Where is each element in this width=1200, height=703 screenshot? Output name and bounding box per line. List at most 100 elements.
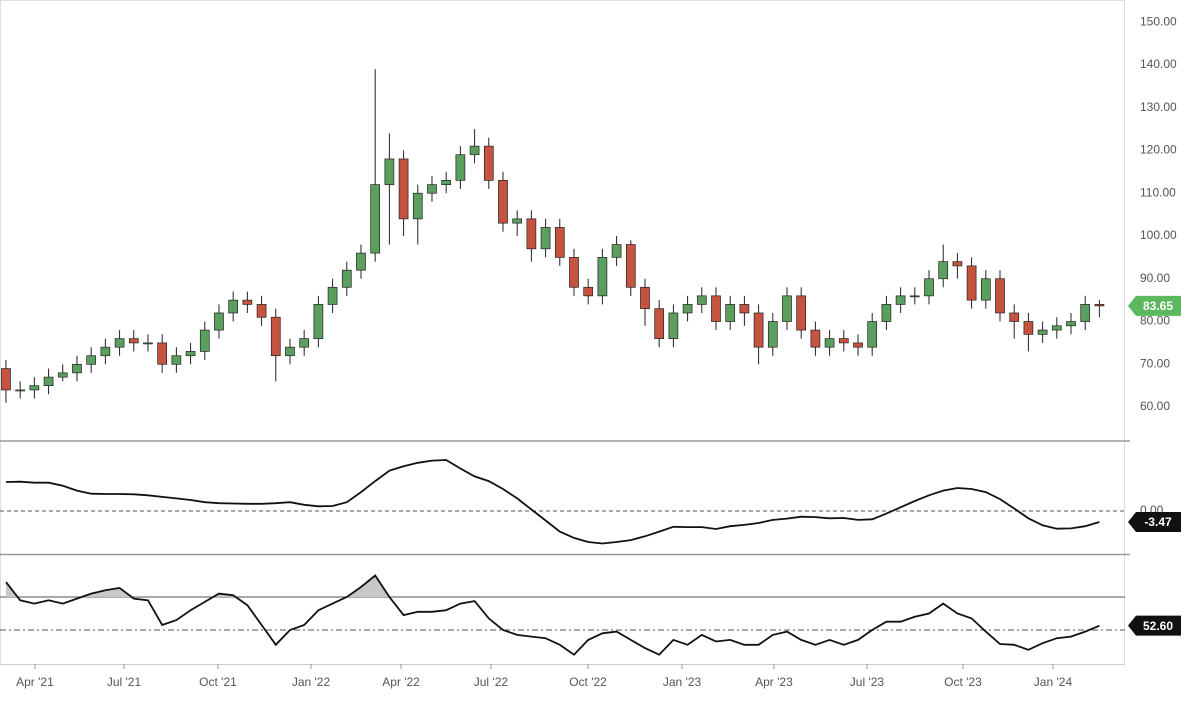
candle-body	[682, 304, 693, 314]
candle-body	[938, 261, 949, 280]
x-tick-label: Jan '24	[1034, 675, 1073, 689]
candle-body	[57, 372, 68, 378]
candle-body	[625, 244, 636, 288]
candle-body	[924, 278, 934, 297]
badge-shape	[1128, 295, 1181, 316]
candle-body	[341, 269, 352, 288]
candle-body	[370, 184, 381, 254]
candle-body	[569, 257, 579, 288]
candle-body	[554, 227, 565, 258]
badge-shape	[1128, 615, 1181, 636]
candle-body	[100, 346, 111, 357]
y-tick-label: 100.00	[1140, 228, 1177, 242]
candle-body	[327, 286, 338, 305]
last-value-badge: 52.60	[1128, 615, 1181, 636]
y-tick-label: 60.00	[1140, 399, 1170, 413]
y-tick-label: 70.00	[1140, 356, 1170, 370]
y-tick-label: 80.00	[1140, 314, 1170, 328]
candle-body	[469, 145, 480, 156]
candle-body	[128, 338, 139, 344]
x-tick-label: Apr '23	[755, 675, 793, 689]
candle-body	[1023, 321, 1034, 335]
candle-body	[171, 355, 182, 365]
candle-body	[114, 338, 125, 348]
y-tick-label: 90.00	[1140, 271, 1170, 285]
y-tick-label: 140.00	[1140, 57, 1177, 71]
y-tick-label: 130.00	[1140, 100, 1177, 114]
candle-body	[767, 321, 778, 348]
candle-body	[838, 338, 849, 344]
candle-body	[285, 346, 295, 357]
candle-body	[86, 355, 97, 365]
candle-body	[1094, 304, 1105, 307]
candle-body	[966, 265, 977, 301]
candle-body	[157, 342, 168, 365]
badge-label: 83.65	[1143, 299, 1173, 313]
candle-body	[15, 389, 26, 392]
candle-body	[753, 312, 764, 348]
last-value-badge: 83.65	[1128, 295, 1181, 316]
x-tick-label: Jan '23	[663, 675, 702, 689]
candle-body	[1051, 325, 1062, 331]
candle-body	[583, 286, 594, 297]
candle-body	[1080, 304, 1091, 322]
candle-body	[455, 154, 466, 181]
candle-body	[143, 342, 153, 345]
candle-body	[313, 304, 324, 339]
candle-body	[441, 180, 452, 185]
candle-body	[412, 192, 423, 220]
candle-body	[427, 184, 437, 194]
candle-body	[611, 244, 622, 258]
candle-body	[498, 180, 508, 224]
candle-body	[810, 329, 821, 348]
candle-body	[909, 295, 920, 298]
candle-body	[43, 376, 54, 387]
candle-body	[796, 295, 807, 331]
candle-body	[1009, 312, 1020, 322]
x-tick-label: Jul '23	[850, 675, 885, 689]
candle-body	[242, 299, 253, 305]
candle-body	[952, 261, 963, 267]
candle-body	[725, 304, 736, 322]
x-tick-label: Oct '22	[569, 675, 607, 689]
candle-body	[782, 295, 792, 322]
x-tick-label: Apr '22	[382, 675, 420, 689]
candle-body	[214, 312, 224, 331]
candle-body	[483, 145, 494, 181]
candle-body	[696, 295, 707, 305]
candle-body	[199, 329, 210, 352]
candle-body	[228, 299, 239, 314]
candle-body	[640, 286, 650, 310]
candle-body	[29, 385, 40, 391]
candle-body	[540, 227, 551, 250]
y-tick-label: 150.00	[1140, 14, 1177, 28]
plot-frame	[0, 0, 1125, 665]
candle-body	[654, 308, 665, 339]
x-tick-label: Apr '21	[16, 675, 54, 689]
candle-body	[185, 351, 196, 357]
badge-label: 52.60	[1143, 619, 1173, 633]
candle-body	[980, 278, 991, 301]
indicator-line	[5, 459, 1100, 545]
candle-body	[1066, 321, 1076, 327]
candle-body	[72, 363, 82, 374]
candle-body	[739, 304, 750, 314]
x-tick-label: Oct '21	[199, 675, 237, 689]
candle-body	[597, 257, 608, 297]
candle-body	[1, 368, 11, 391]
badge-shape	[1128, 512, 1181, 533]
candle-body	[895, 295, 906, 305]
candle-body	[867, 321, 878, 348]
candle-body	[256, 304, 267, 318]
candle-body	[1037, 329, 1048, 335]
candle-body	[711, 295, 721, 322]
candle-body	[881, 304, 892, 322]
candle-body	[398, 158, 409, 220]
candle-body	[995, 278, 1005, 314]
badge-label: -3.47	[1144, 515, 1172, 529]
y-tick-label: 110.00	[1140, 185, 1176, 199]
candle-body	[668, 312, 679, 339]
candle-body	[512, 218, 523, 224]
candle-body	[384, 158, 395, 185]
